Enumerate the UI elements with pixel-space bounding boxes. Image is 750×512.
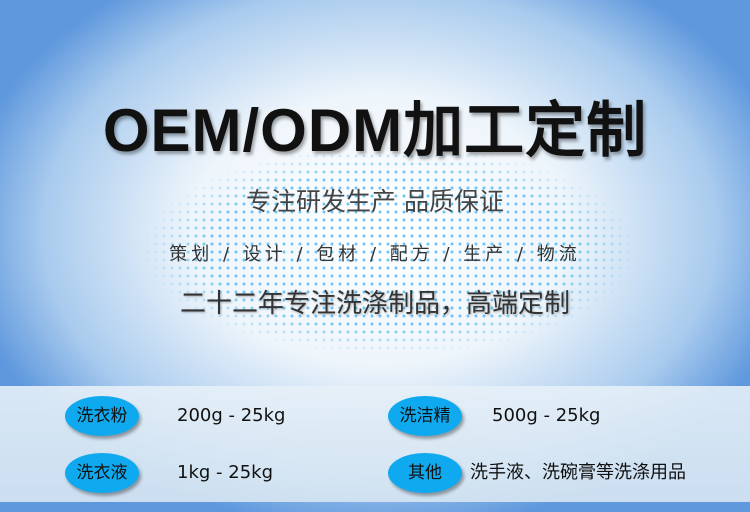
tagline: 二十二年专注洗涤制品，高端定制 [179,289,570,319]
product-range: 200g - 25kg [177,405,286,426]
services-list: 策划 / 设计 / 包材 / 配方 / 生产 / 物流 [169,244,581,265]
product-badge: 洗衣液 [65,453,139,493]
product-range: 1kg - 25kg [177,462,273,483]
product-badge: 洗衣粉 [65,396,139,436]
product-badge: 洗洁精 [388,396,462,436]
product-panel: 洗衣粉 200g - 25kg 洗洁精 500g - 25kg 洗衣液 1kg … [0,386,750,502]
main-title: OEM/ODM加工定制 [102,97,648,164]
product-badge: 其他 [388,453,462,493]
slogan: 专注研发生产 品质保证 [246,187,504,216]
product-range: 500g - 25kg [492,405,601,426]
product-range: 洗手液、洗碗膏等洗涤用品 [470,462,686,483]
